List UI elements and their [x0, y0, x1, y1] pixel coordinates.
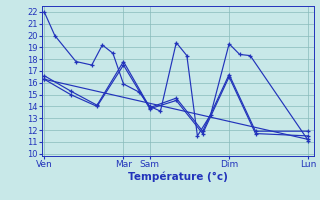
X-axis label: Température (°c): Température (°c)	[128, 172, 228, 182]
